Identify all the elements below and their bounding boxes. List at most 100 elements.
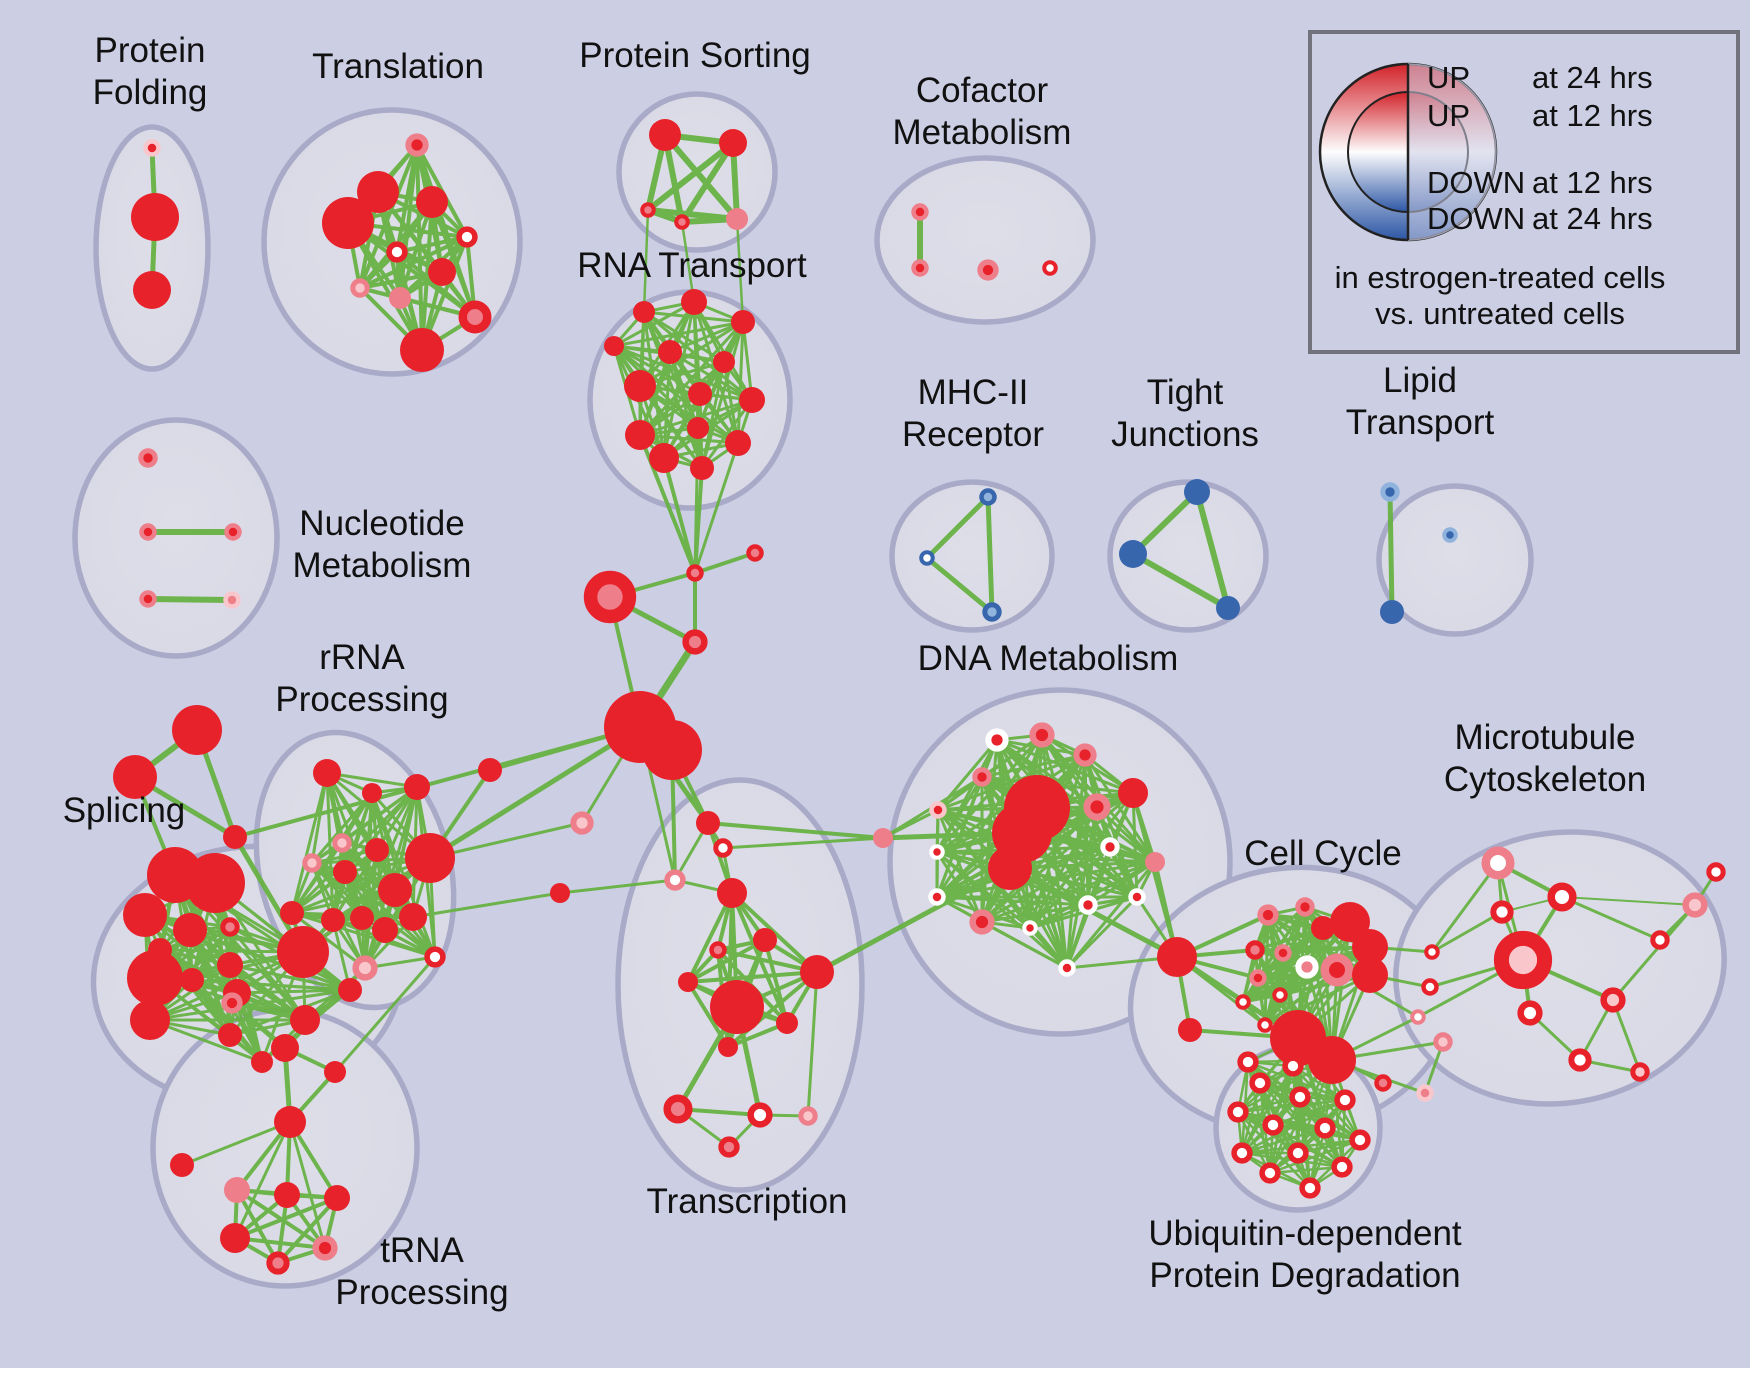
- node-cc-22: [1374, 1074, 1392, 1092]
- node-cc-21: [1433, 1032, 1453, 1052]
- node-dm-17: [1022, 920, 1038, 936]
- node-cc-9: [1295, 955, 1319, 979]
- node-sp-3: [173, 913, 207, 947]
- edge-link: [1430, 910, 1504, 954]
- node-sp-11: [130, 1000, 170, 1040]
- edge-tx: [763, 938, 789, 1025]
- edge-cc: [1253, 905, 1307, 952]
- cluster-label-rna-transport: RNA Transport: [577, 246, 807, 285]
- node-rr-12: [399, 903, 427, 931]
- node-cc-0: [1157, 937, 1197, 977]
- node-cf-1: [911, 259, 929, 277]
- node-tx-0: [696, 811, 720, 835]
- edge-link: [706, 821, 885, 840]
- edge-link: [693, 441, 740, 575]
- node-dm-14: [969, 909, 995, 935]
- edge-nu: [145, 596, 235, 603]
- node-dm-13: [928, 888, 946, 906]
- node-cc-19: [1421, 978, 1439, 996]
- node-rt-5: [713, 351, 735, 373]
- node-cc-2: [1257, 904, 1279, 926]
- edge-rt: [741, 320, 754, 402]
- node-tx-4: [753, 928, 777, 952]
- edge-tr: [395, 235, 469, 254]
- legend-time-3: at 24 hrs: [1532, 201, 1653, 236]
- legend-direction-2: DOWN: [1427, 165, 1525, 200]
- node-rr-16: [478, 758, 502, 782]
- edge-dm: [1083, 753, 1139, 899]
- node-dm-16: [1128, 888, 1146, 906]
- node-cc-17: [1308, 1036, 1356, 1084]
- node-cc-7: [1245, 940, 1265, 960]
- edge-dm: [1065, 860, 1157, 970]
- node-rt-7: [688, 382, 712, 406]
- node-nu-4: [223, 591, 241, 609]
- edge-sp: [228, 963, 352, 992]
- legend-caption-line-2: vs. untreated cells: [1375, 296, 1625, 331]
- node-tj-1: [1119, 540, 1147, 568]
- edge-link: [693, 551, 757, 575]
- cluster-label-trna-processing: tRNA Processing: [335, 1231, 508, 1312]
- legend-right-half-fade: [1408, 64, 1496, 240]
- cluster-label-lipid-transport: Lipid Transport: [1346, 361, 1495, 442]
- edge-tn: [180, 1120, 292, 1167]
- edge-link: [558, 878, 677, 895]
- cluster-ellipse-mt: [1393, 829, 1727, 1107]
- node-rt-0: [633, 301, 655, 323]
- node-rr-0: [313, 759, 341, 787]
- node-cn-0: [172, 705, 222, 755]
- node-ub-2: [1334, 1089, 1356, 1111]
- node-dm-3: [972, 767, 992, 787]
- node-tx-3: [717, 878, 747, 908]
- node-sp-1: [185, 853, 245, 913]
- node-cc-12: [1249, 969, 1267, 987]
- edge-rt: [722, 360, 740, 445]
- node-rr-10: [350, 906, 374, 930]
- edge-link: [814, 865, 1013, 975]
- node-tx-6: [678, 972, 698, 992]
- node-tx-8: [776, 1012, 798, 1034]
- edge-rr: [325, 771, 419, 789]
- node-pf-1: [131, 193, 179, 241]
- edge-rr: [310, 791, 374, 865]
- node-sp-15: [251, 1051, 273, 1073]
- edge-dm: [935, 860, 1157, 899]
- node-dm-11: [1145, 852, 1165, 872]
- node-rr-14: [352, 955, 378, 981]
- node-rt-4: [658, 340, 682, 364]
- edge-tx: [686, 970, 819, 984]
- node-dm-0: [985, 728, 1009, 752]
- legend-time-1: at 12 hrs: [1532, 98, 1653, 133]
- edge-link: [301, 856, 432, 954]
- node-tr-3: [322, 197, 374, 249]
- edge-ps: [679, 140, 736, 225]
- node-rr-3: [332, 833, 352, 853]
- node-sp-6: [127, 950, 183, 1006]
- node-dm-7: [1118, 778, 1148, 808]
- edge-rt: [612, 300, 696, 348]
- edge-rt: [700, 398, 754, 470]
- node-lp-1: [1380, 600, 1404, 624]
- node-sp-2: [123, 893, 167, 937]
- node-tx-5: [709, 941, 727, 959]
- edge-rr: [290, 785, 419, 915]
- edge-rt: [668, 350, 754, 402]
- node-rt-8: [739, 387, 765, 413]
- node-cf-3: [1042, 260, 1058, 276]
- edge-tn: [276, 1196, 339, 1265]
- edge-tr: [358, 143, 419, 290]
- edge-mt: [1611, 903, 1697, 1002]
- edge-link: [693, 426, 700, 575]
- node-tr-1: [357, 171, 399, 213]
- node-pf-2: [133, 271, 171, 309]
- edge-tj: [1194, 489, 1231, 611]
- edge-dm: [936, 808, 984, 924]
- node-mt-1: [1547, 882, 1577, 912]
- node-tr-10: [400, 328, 444, 372]
- node-rt-6: [624, 370, 656, 402]
- node-rr-11: [372, 917, 398, 943]
- edge-dm: [1028, 926, 1069, 970]
- node-nu-2: [224, 523, 242, 541]
- node-tr-0: [405, 133, 429, 157]
- cluster-label-protein-sorting: Protein Sorting: [579, 36, 811, 75]
